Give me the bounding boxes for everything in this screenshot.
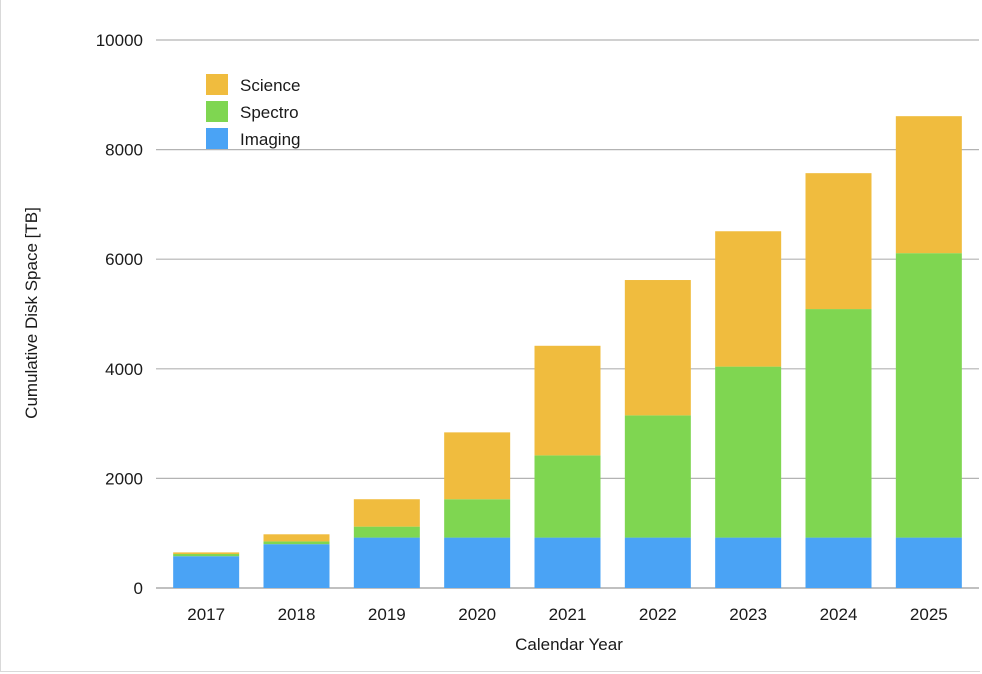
bar-imaging-2020 [444,537,511,588]
x-tick-label: 2018 [278,605,316,624]
x-tick-label: 2021 [549,605,587,624]
legend-label-science: Science [240,76,300,95]
y-tick-label: 10000 [96,31,143,50]
bar-imaging-2017 [173,556,240,588]
bar-spectro-2024 [805,309,872,538]
bar-imaging-2021 [534,537,601,588]
y-tick-label: 6000 [105,250,143,269]
bar-spectro-2018 [263,541,330,545]
legend-label-imaging: Imaging [240,130,300,149]
bar-science-2024 [805,173,872,310]
bar-science-2021 [534,345,601,456]
bars [173,116,962,588]
bar-spectro-2023 [715,366,782,538]
legend-swatch-imaging [206,128,228,149]
y-tick-label: 2000 [105,469,143,488]
x-axis-ticks: 2017 2018 2019 2020 2021 2022 2023 2024 2025 [187,605,947,624]
bar-imaging-2022 [624,537,691,588]
bar-imaging-2019 [353,537,420,588]
y-tick-label: 0 [134,579,143,598]
bar-spectro-2020 [444,499,511,538]
bar-spectro-2017 [173,554,240,557]
bar-imaging-2023 [715,537,782,588]
x-axis-title: Calendar Year [515,635,623,654]
x-tick-label: 2024 [820,605,858,624]
legend-label-spectro: Spectro [240,103,299,122]
y-tick-label: 4000 [105,360,143,379]
legend-swatch-science [206,74,228,95]
bar-spectro-2019 [353,526,420,538]
legend-swatch-spectro [206,101,228,122]
x-tick-label: 2022 [639,605,677,624]
y-axis-ticks: 0 2000 4000 6000 8000 10000 [96,31,143,598]
bar-science-2019 [353,499,420,527]
y-axis-title: Cumulative Disk Space [TB] [22,207,41,419]
bar-spectro-2021 [534,455,601,538]
x-tick-label: 2025 [910,605,948,624]
bar-science-2020 [444,432,511,500]
bar-science-2017 [173,552,240,555]
x-tick-label: 2023 [729,605,767,624]
bar-spectro-2022 [624,415,691,538]
legend: Science Spectro Imaging [206,74,300,149]
bar-imaging-2024 [805,537,872,588]
bar-science-2025 [895,116,962,254]
y-tick-label: 8000 [105,141,143,160]
bar-science-2022 [624,280,691,416]
x-tick-label: 2019 [368,605,406,624]
bar-imaging-2025 [895,537,962,588]
x-tick-label: 2017 [187,605,225,624]
bar-science-2018 [263,534,330,542]
bar-imaging-2018 [263,544,330,588]
bar-science-2023 [715,231,782,367]
x-tick-label: 2020 [458,605,496,624]
bar-spectro-2025 [895,253,962,538]
